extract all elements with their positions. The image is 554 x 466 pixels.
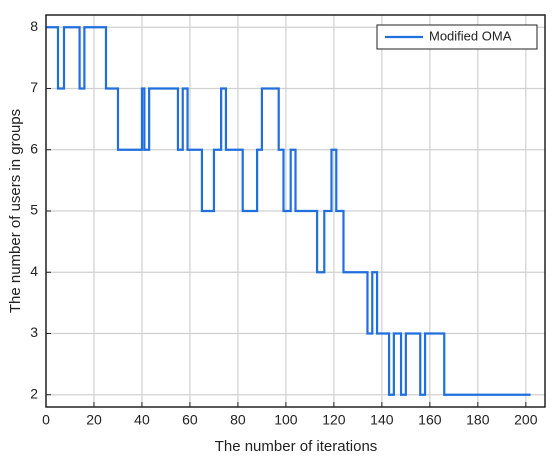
x-tick-label: 80 <box>230 412 246 428</box>
y-axis-label: The number of users in groups <box>7 109 24 313</box>
x-tick-label: 0 <box>42 412 50 428</box>
y-tick-label: 2 <box>30 385 38 401</box>
x-tick-label: 180 <box>466 412 490 428</box>
y-tick-label: 4 <box>30 263 38 279</box>
x-tick-label: 20 <box>86 412 102 428</box>
x-tick-label: 60 <box>182 412 198 428</box>
x-tick-label: 200 <box>514 412 538 428</box>
x-axis-label: The number of iterations <box>215 438 378 455</box>
plot-frame <box>45 14 546 408</box>
y-tick-label: 8 <box>30 18 38 34</box>
y-tick-label: 3 <box>30 324 38 340</box>
y-tick-label: 7 <box>30 79 38 95</box>
x-tick-label: 120 <box>322 412 346 428</box>
x-tick-label: 160 <box>418 412 442 428</box>
y-tick-label: 6 <box>30 140 38 156</box>
x-tick-label: 140 <box>370 412 394 428</box>
y-tick-label: 5 <box>30 202 38 218</box>
x-tick-label: 100 <box>274 412 298 428</box>
data-line <box>46 26 531 396</box>
x-tick-label: 40 <box>134 412 150 428</box>
legend-label: Modified OMA <box>429 28 512 43</box>
